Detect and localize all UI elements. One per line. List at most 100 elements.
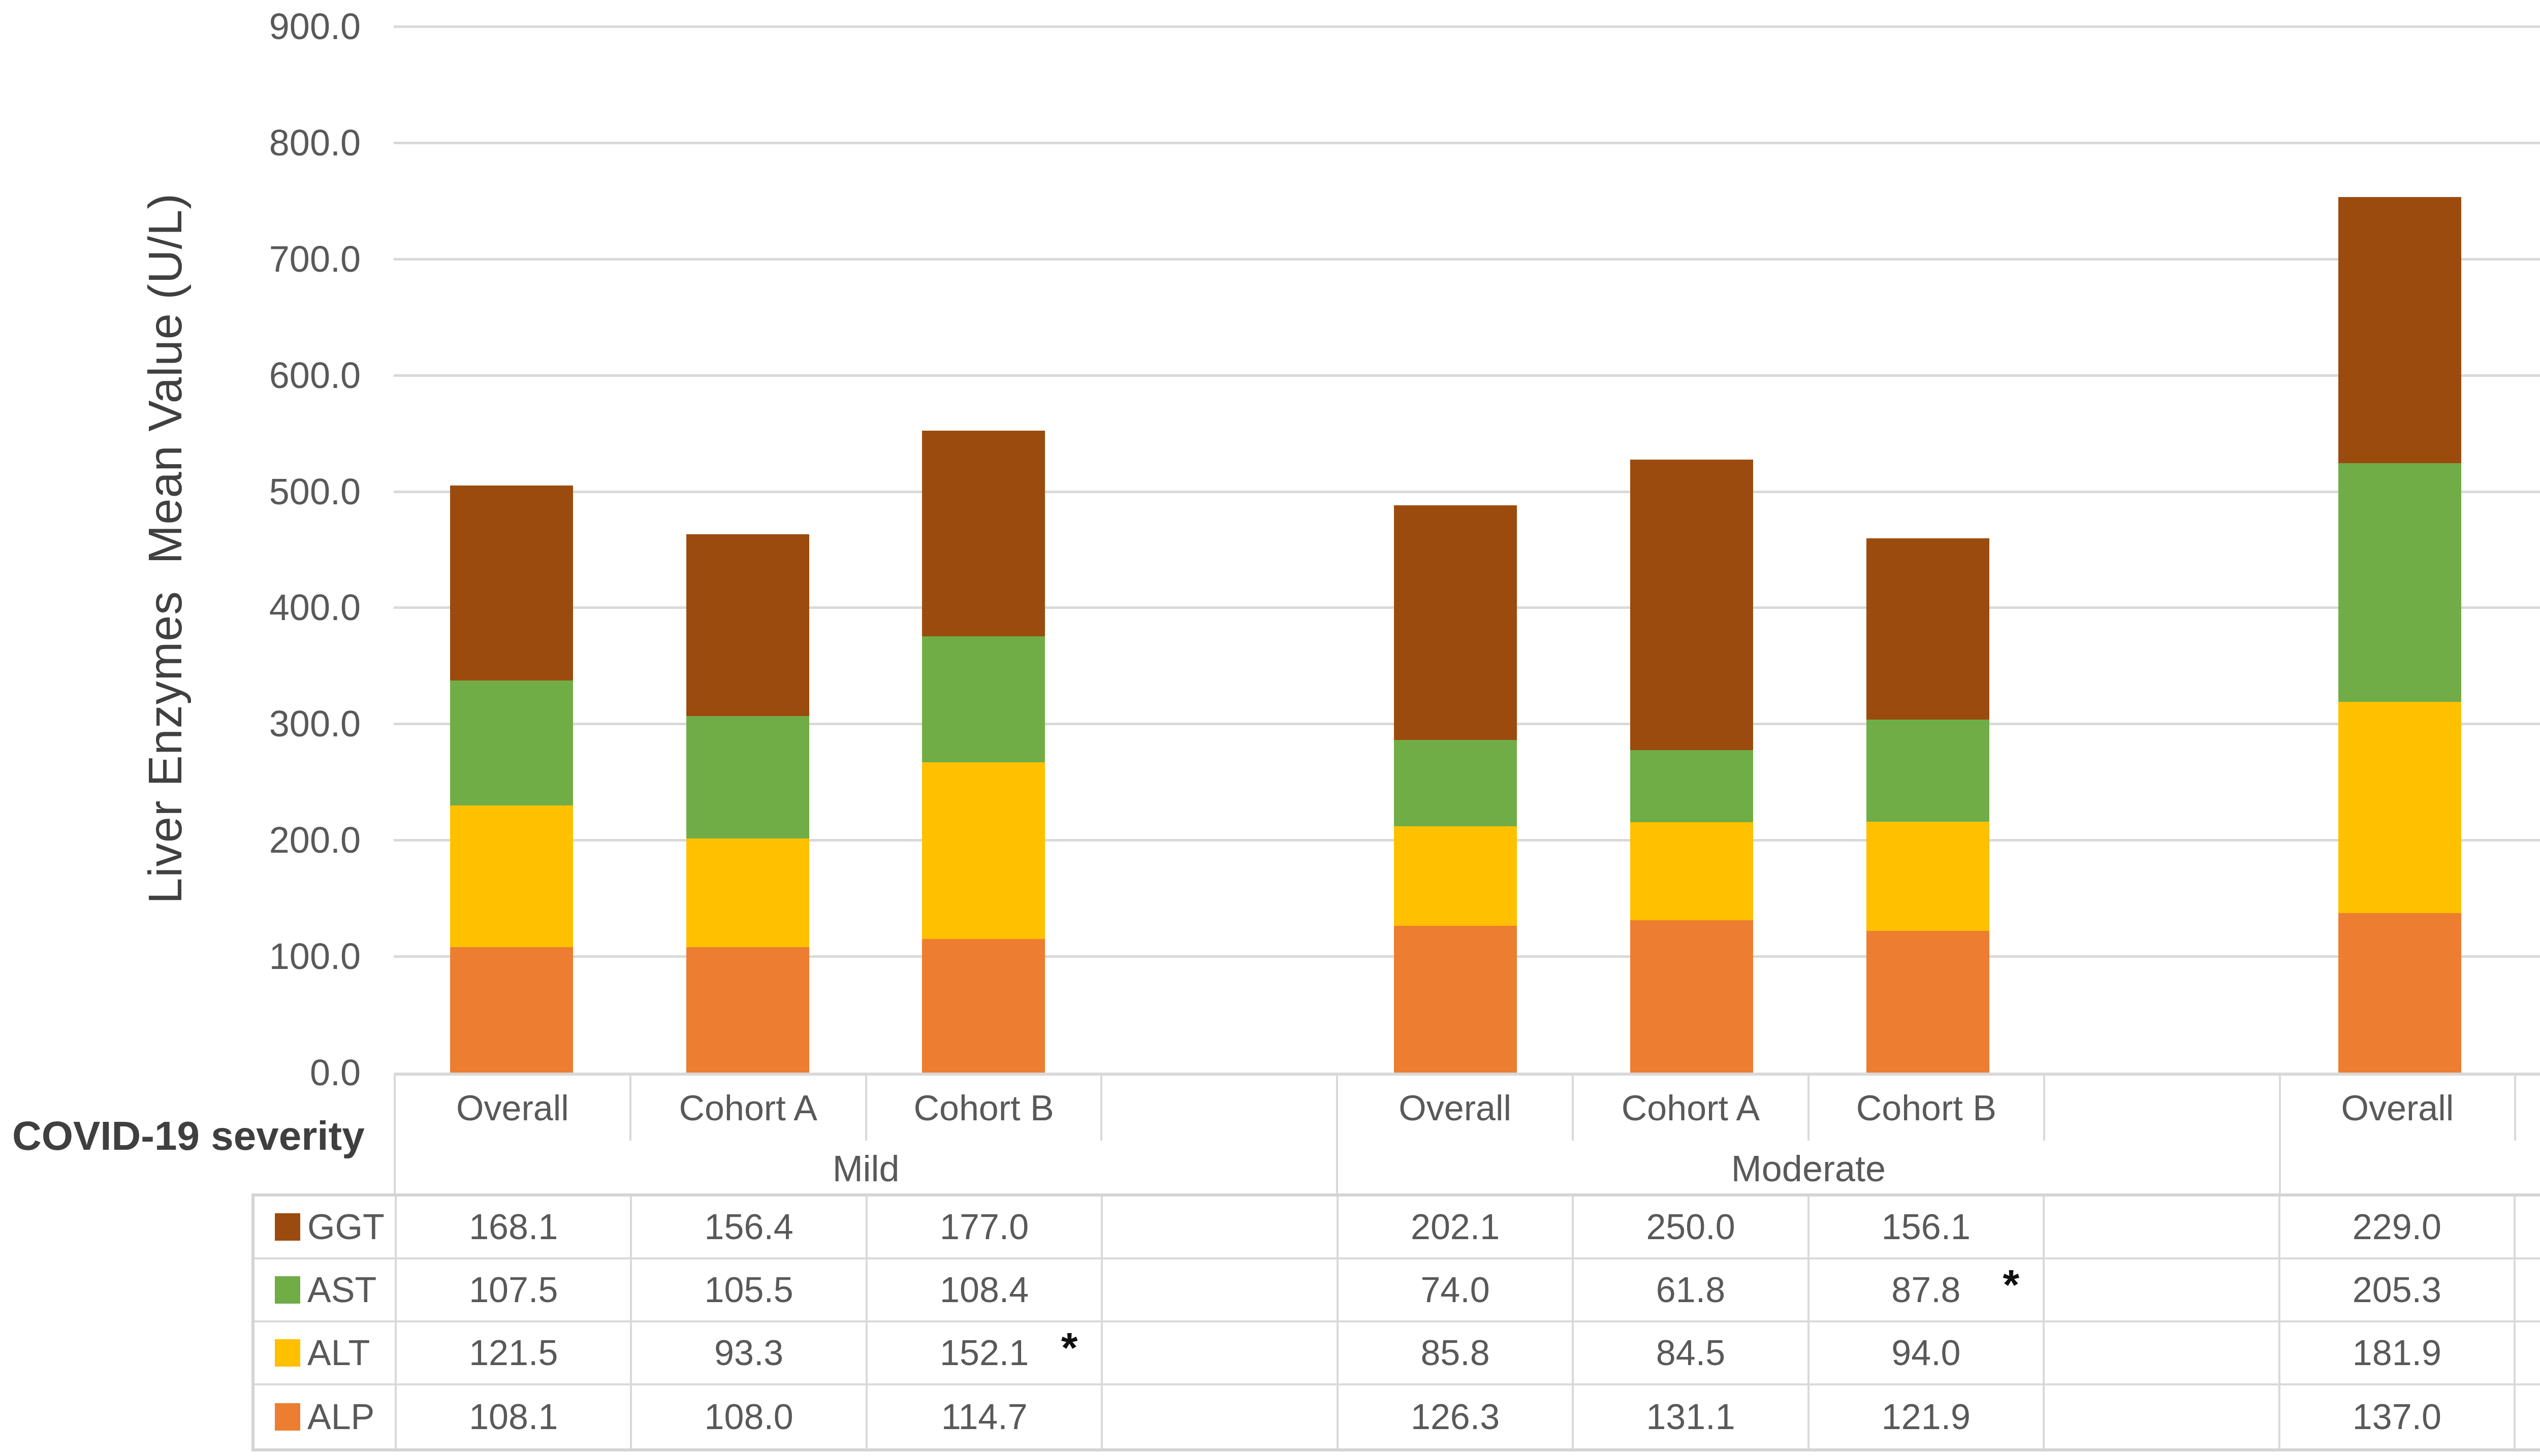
- bar-segment-alp: [2338, 913, 2461, 1073]
- bar-segment-alt: [686, 838, 809, 947]
- bar-mild-cohort-a: [686, 534, 809, 1073]
- bar-severe-overall: [2338, 197, 2461, 1073]
- value-cell: 202.1: [2516, 1259, 2540, 1322]
- bar-segment-ggt: [1394, 505, 1517, 740]
- bar-segment-alp: [686, 947, 809, 1073]
- bar-segment-alt: [922, 762, 1045, 939]
- bar-segment-alt: [450, 805, 573, 947]
- bar-segment-alt: [1630, 822, 1753, 920]
- bar-mild-overall: [450, 486, 573, 1073]
- value-cell: 143.3: [2516, 1385, 2540, 1448]
- bar-segment-alt: [1866, 822, 1989, 931]
- value-cell: 215.5: [2516, 1196, 2540, 1259]
- category-label: Cohort A: [1574, 1076, 1809, 1141]
- value-cell: 126.3: [1339, 1385, 1574, 1448]
- category-label: Overall: [396, 1076, 631, 1141]
- bar-segment-ggt: [450, 486, 573, 681]
- ggt-swatch-icon: [275, 1213, 300, 1241]
- spacer-cell: [2045, 1322, 2280, 1385]
- significance-asterisk: *: [2003, 1260, 2019, 1310]
- legend-item-ast: AST: [255, 1259, 397, 1322]
- value-cell: 130.0: [2516, 1322, 2540, 1385]
- spacer-cell: [2045, 1385, 2280, 1448]
- y-axis-title: Liver Enzymes Mean Value (U/L): [139, 193, 192, 904]
- bar-segment-ggt: [2338, 197, 2461, 463]
- category-label: Cohort A: [631, 1076, 867, 1141]
- value-cell: 114.7: [868, 1385, 1103, 1448]
- y-gridline: [394, 25, 2540, 28]
- value-cell: 131.1: [1574, 1385, 1809, 1448]
- bar-segment-ast: [1394, 740, 1517, 826]
- value-cell: 108.0: [632, 1385, 867, 1448]
- stacked-bar-chart-figure: Liver Enzymes Mean Value (U/L) COVID-19 …: [0, 0, 2540, 1456]
- bar-segment-alt: [1394, 826, 1517, 926]
- legend-item-alt: ALT: [255, 1322, 397, 1385]
- bar-segment-ast: [1630, 750, 1753, 822]
- y-tick-label: 500.0: [0, 470, 361, 513]
- y-tick-label: 0.0: [0, 1051, 361, 1094]
- value-text: 152.1: [940, 1333, 1029, 1373]
- category-label: Cohort B: [1809, 1076, 2045, 1141]
- bar-segment-ast: [1866, 720, 1989, 822]
- y-gridline: [394, 491, 2540, 493]
- value-cell-with-asterisk: 152.1 *: [868, 1322, 1103, 1385]
- alp-swatch-icon: [275, 1403, 300, 1431]
- bar-segment-ggt: [1866, 538, 1989, 720]
- legend-label: ALP: [307, 1397, 374, 1437]
- legend-label: GGT: [307, 1207, 385, 1247]
- value-cell: 229.0: [2280, 1196, 2516, 1259]
- value-cell: 250.0: [1574, 1196, 1809, 1259]
- x-axis-title: COVID-19 severity: [12, 1113, 391, 1159]
- bar-segment-ast: [686, 716, 809, 838]
- y-tick-label: 100.0: [0, 935, 361, 978]
- value-cell: 121.5: [397, 1322, 632, 1385]
- bar-moderate-overall: [1394, 505, 1517, 1073]
- category-label: Overall: [1338, 1076, 1574, 1141]
- value-cell: 121.9: [1809, 1385, 2045, 1448]
- category-label: Cohort A: [2516, 1076, 2540, 1141]
- category-header-table: Overall Cohort A Cohort B Overall Cohort…: [394, 1073, 2540, 1193]
- group-label-moderate: Moderate: [1338, 1141, 2280, 1196]
- value-cell: 108.1: [397, 1385, 632, 1448]
- y-gridline: [394, 142, 2540, 144]
- bar-moderate-cohort-b: [1866, 538, 1989, 1073]
- y-tick-label: 400.0: [0, 586, 361, 629]
- value-cell: 137.0: [2280, 1385, 2516, 1448]
- y-gridline: [394, 258, 2540, 261]
- value-text: 87.8: [1891, 1270, 1960, 1310]
- spacer-cell: [1103, 1196, 1338, 1259]
- value-cell: 85.8: [1339, 1322, 1574, 1385]
- bar-mild-cohort-b: [922, 431, 1045, 1073]
- y-tick-label: 700.0: [0, 238, 361, 280]
- spacer-cell: [2045, 1196, 2280, 1259]
- bar-segment-alp: [1866, 931, 1989, 1073]
- bar-segment-alp: [922, 939, 1045, 1073]
- bar-segment-ast: [2338, 463, 2461, 702]
- value-cell: 177.0: [868, 1196, 1103, 1259]
- value-cell: 84.5: [1574, 1322, 1809, 1385]
- value-cell: 108.4: [868, 1259, 1103, 1322]
- value-cell: 181.9: [2280, 1322, 2516, 1385]
- legend-label: AST: [307, 1270, 376, 1310]
- legend-label: ALT: [307, 1333, 370, 1373]
- spacer-cell: [1102, 1076, 1338, 1141]
- spacer-cell: [1103, 1385, 1338, 1448]
- spacer-cell: [2045, 1076, 2281, 1141]
- alt-swatch-icon: [275, 1339, 300, 1367]
- value-cell: 61.8: [1574, 1259, 1809, 1322]
- value-cell: 168.1: [397, 1196, 632, 1259]
- category-label: Overall: [2281, 1076, 2517, 1141]
- bar-segment-ggt: [922, 431, 1045, 636]
- value-cell: 74.0: [1339, 1259, 1574, 1322]
- bar-segment-ast: [922, 636, 1045, 762]
- bar-segment-ggt: [1630, 460, 1753, 750]
- bar-segment-alp: [1630, 920, 1753, 1073]
- y-tick-label: 800.0: [0, 121, 361, 164]
- bar-segment-ggt: [686, 534, 809, 716]
- value-cell: 156.1: [1809, 1196, 2045, 1259]
- y-gridline: [394, 374, 2540, 377]
- ast-swatch-icon: [275, 1276, 300, 1304]
- y-tick-label: 200.0: [0, 819, 361, 861]
- bar-segment-alt: [2338, 702, 2461, 913]
- legend-item-alp: ALP: [255, 1385, 397, 1448]
